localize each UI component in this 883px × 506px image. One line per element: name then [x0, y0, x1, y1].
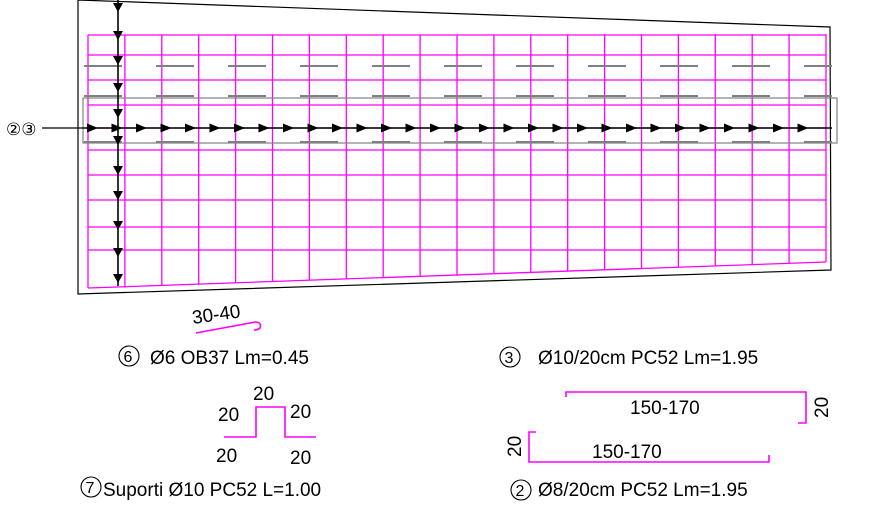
item2-length-range: 150-170: [592, 442, 662, 463]
right-arrowhead: [160, 123, 172, 133]
right-arrowhead: [405, 123, 417, 133]
svg-text:7: 7: [86, 480, 95, 497]
right-arrowhead: [356, 123, 368, 133]
right-arrowhead: [87, 123, 98, 133]
item6-bend-range: 30-40: [191, 301, 242, 329]
dashed-bars: [84, 65, 832, 143]
rebar-mesh: [87, 34, 827, 289]
down-arrowhead: [113, 31, 123, 40]
down-arrowhead: [113, 221, 123, 230]
item3-spec: Ø10/20cm PC52 Lm=1.95: [538, 348, 758, 369]
bar-arrows: [84, 0, 832, 286]
right-arrowhead: [552, 123, 564, 133]
right-arrowhead: [773, 123, 784, 133]
item7-spec: Suporti Ø10 PC52 L=1.00: [103, 480, 321, 501]
item3-bar-shape: [565, 391, 807, 424]
item7-dim-right: 20: [290, 402, 311, 423]
item7-bar-shape: [224, 406, 316, 438]
mesh-bottom-bar: [87, 261, 827, 289]
right-arrowhead: [381, 123, 392, 133]
right-arrowhead: [185, 123, 196, 133]
right-arrowhead: [601, 123, 613, 133]
right-arrowhead: [209, 123, 221, 133]
bar-group-box: [82, 97, 838, 144]
item6-spec: Ø6 OB37 Lm=0.45: [150, 348, 309, 369]
right-arrowhead: [430, 123, 441, 133]
right-arrowhead: [332, 123, 343, 133]
right-arrowhead: [528, 123, 539, 133]
right-arrowhead: [234, 123, 245, 133]
down-arrowhead: [113, 3, 123, 12]
right-arrowhead: [797, 123, 809, 133]
item7-dim-bottom-left: 20: [216, 446, 237, 467]
down-arrowhead: [113, 56, 123, 65]
down-arrowhead: [113, 248, 123, 257]
item6-marker: 6: [118, 345, 140, 367]
item6-bar-shape: [195, 321, 262, 334]
item2-spec: Ø8/20cm PC52 Lm=1.95: [538, 480, 748, 501]
right-arrowhead: [675, 123, 686, 133]
down-arrowhead: [113, 109, 123, 118]
right-arrowhead: [650, 123, 662, 133]
right-arrowhead: [577, 123, 588, 133]
slab-outline: [77, 0, 832, 295]
item7-marker: 7: [80, 476, 102, 498]
down-arrowhead: [113, 136, 123, 145]
item2-hook: 20: [505, 436, 526, 457]
right-arrowhead: [503, 123, 515, 133]
right-arrowhead: [699, 123, 711, 133]
right-arrowhead: [626, 123, 637, 133]
right-arrowhead: [454, 123, 466, 133]
item7-dim-top: 20: [253, 384, 274, 405]
right-arrowhead: [258, 123, 270, 133]
svg-text:3: 3: [505, 350, 514, 367]
down-arrowhead: [113, 166, 123, 175]
right-arrowhead: [111, 123, 123, 133]
right-arrowhead: [724, 123, 735, 133]
item3-length-range: 150-170: [630, 398, 700, 419]
right-arrowhead: [283, 123, 294, 133]
down-arrowhead: [113, 191, 123, 200]
down-arrowhead: [113, 274, 123, 283]
down-arrowhead: [113, 83, 123, 92]
item7-dim-left: 20: [218, 405, 239, 426]
item2-bar-shape: [528, 431, 770, 463]
item3-marker: 3: [499, 346, 521, 368]
right-arrowhead: [748, 123, 760, 133]
item7-dim-bottom-right: 20: [290, 448, 311, 469]
right-arrowhead: [136, 123, 147, 133]
right-arrowhead: [479, 123, 490, 133]
bar-group-label: ②③: [6, 120, 36, 139]
right-arrowhead: [307, 123, 319, 133]
svg-text:2: 2: [516, 483, 525, 500]
item3-hook: 20: [812, 397, 833, 418]
item2-marker: 2: [510, 479, 532, 501]
svg-text:6: 6: [124, 349, 133, 366]
